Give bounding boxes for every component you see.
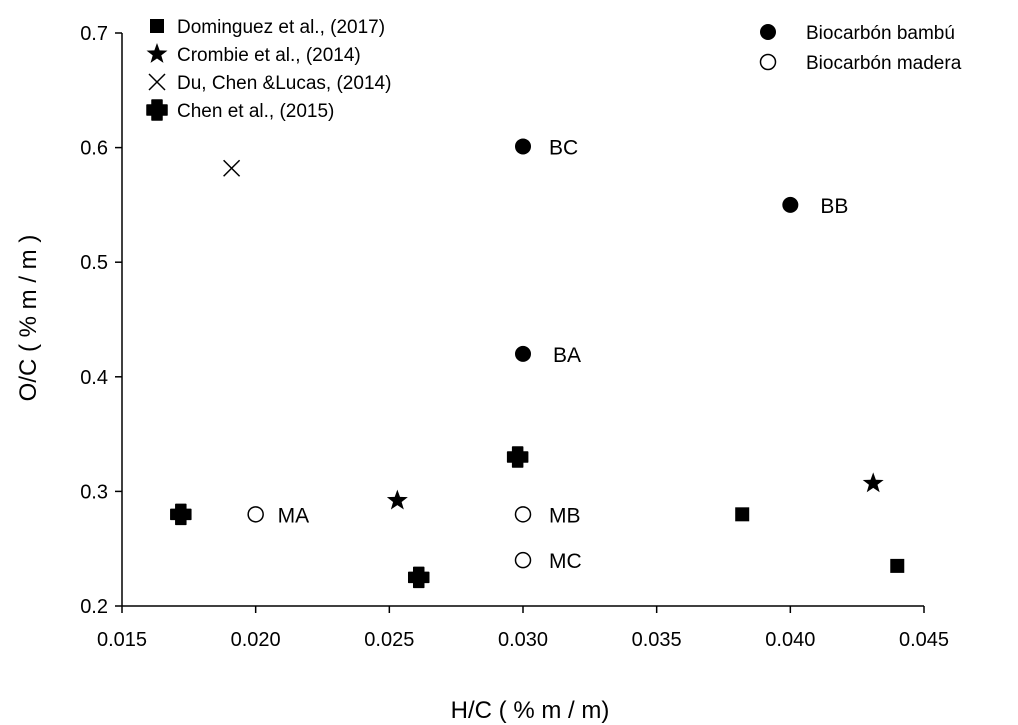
legend-label: Dominguez et al., (2017) [177,17,385,38]
star-marker [146,43,168,63]
cross-marker [407,566,430,589]
filled-circle-marker [760,24,776,40]
filled-circle-marker [782,196,799,213]
star-marker [386,489,408,510]
legend-label: Du, Chen &Lucas, (2014) [177,73,391,94]
y-tick-label: 0.6 [80,138,108,160]
legend-marker [760,24,776,40]
y-tick-label: 0.3 [80,481,108,503]
data-point [386,489,408,510]
legend-marker [150,19,164,33]
legend-label: Crombie et al., (2014) [177,45,361,66]
square-marker [735,507,750,522]
data-marks [170,138,905,589]
data-point [515,345,531,362]
x-tick-label: 0.025 [364,629,414,651]
point-label: MB [549,504,581,527]
x-marker-stroke [148,73,166,91]
point-label: MC [549,550,582,573]
data-point [170,503,192,526]
y-axis-label: O/C ( % m / m ) [15,235,42,402]
x-tick-label: 0.045 [899,629,949,651]
data-point [514,551,532,569]
x-tick-label: 0.040 [765,629,815,651]
data-point [782,196,799,213]
data-point [735,507,750,522]
x-tick-label: 0.015 [97,629,147,651]
open-circle-marker [759,53,777,71]
legend-left: Dominguez et al., (2017) Crombie et al., … [146,17,391,122]
point-label: BB [820,195,848,218]
square-marker [890,558,905,573]
legend-marker [759,53,777,71]
y-tick-label: 0.7 [80,23,108,45]
legend-marker [146,43,168,63]
legend-label: Chen et al., (2015) [177,101,334,122]
star-marker [862,472,884,493]
point-label: BC [549,136,578,159]
legend-marker [148,73,166,91]
cross-marker [170,503,192,526]
open-circle-marker [514,551,532,569]
data-point [862,472,884,493]
x-tick-label: 0.020 [231,629,281,651]
x-marker-stroke [223,159,241,177]
open-circle-marker [247,506,264,523]
filled-circle-marker [515,345,531,362]
x-tick-label: 0.035 [632,629,682,651]
data-point [515,138,531,155]
point-label: BA [553,344,581,367]
cross-marker [146,99,168,121]
legend-marker [146,99,168,121]
legend-right: Biocarbón bambú Biocarbón madera [759,23,962,74]
data-point [247,506,264,523]
legend-label: Biocarbón madera [806,53,962,74]
data-point [506,446,529,468]
x-tick-label: 0.030 [498,629,548,651]
data-point [407,566,430,589]
x-ticks: 0.015 0.020 0.025 0.030 0.035 0.040 0.045 [97,606,949,651]
point-label: MA [278,504,310,527]
x-axis-label: H/C ( % m / m) [451,697,610,724]
point-labels: BC BB BA MA MB MC [278,136,849,573]
legend-label: Biocarbón bambú [806,23,955,44]
y-ticks: 0.2 0.3 0.4 0.5 0.6 0.7 [80,23,122,618]
y-tick-label: 0.2 [80,596,108,618]
cross-marker [506,446,529,468]
open-circle-marker [514,506,532,523]
data-point [514,506,532,523]
filled-circle-marker [515,138,531,155]
square-marker [150,19,164,33]
y-tick-label: 0.4 [80,367,108,389]
y-tick-label: 0.5 [80,252,108,274]
data-point [223,159,241,177]
data-point [890,558,905,573]
